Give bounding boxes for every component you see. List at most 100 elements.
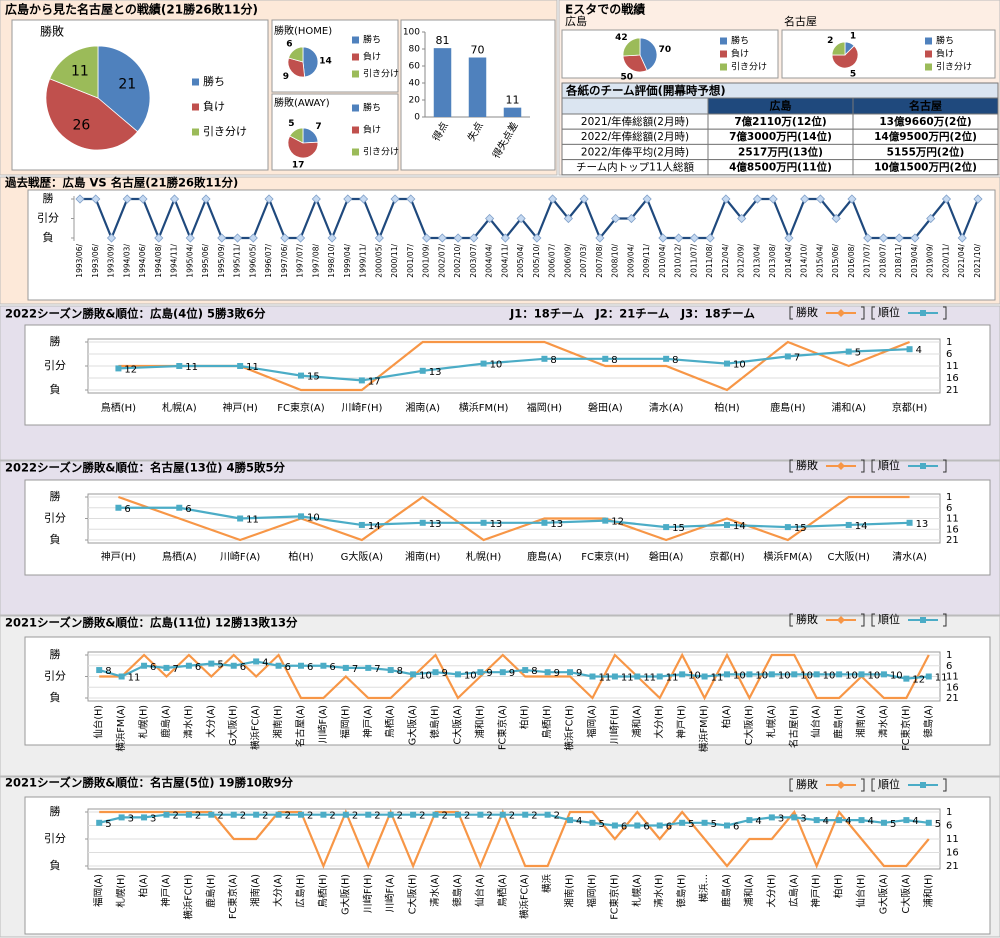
- x-tick-label: 2021/04/: [957, 244, 966, 278]
- data-label: 5: [598, 819, 604, 830]
- x-tick-label: 川崎F(H): [608, 705, 620, 744]
- table-cell-text: 5155万円(2位): [887, 145, 965, 158]
- marker: [925, 819, 932, 826]
- legend-swatch: [192, 128, 199, 136]
- table-cell-text: 2022/年俸総額(2月時): [581, 130, 689, 143]
- marker: [544, 669, 551, 676]
- marker: [410, 811, 417, 818]
- x-tick-label: 川崎F(A): [384, 874, 396, 912]
- x-tick-label: 川崎F(A): [317, 705, 329, 743]
- legend-bracket: [789, 459, 793, 473]
- marker: [858, 671, 865, 678]
- data-label: 14: [855, 521, 868, 532]
- data-label: 11: [666, 673, 679, 684]
- x-tick-label: 2013/08/: [768, 244, 777, 278]
- x-tick-label: 横浜FM(H): [459, 401, 509, 414]
- marker: [96, 819, 103, 826]
- legend-bracket: [861, 459, 865, 473]
- data-label: 10: [755, 670, 768, 681]
- marker: [906, 519, 913, 526]
- marker: [185, 233, 195, 243]
- x-tick-label: 2000/11/: [390, 244, 399, 278]
- y2-tick-label: 11: [946, 514, 959, 525]
- x-tick-label: 福岡(A): [586, 705, 598, 738]
- x-tick-label: FC東京(A): [227, 874, 239, 919]
- x-tick-label: 清水(H): [653, 874, 665, 908]
- marker: [910, 233, 920, 243]
- x-tick-label: FC東京(H): [608, 874, 620, 920]
- marker: [602, 355, 609, 362]
- y2-tick-label: 1: [946, 650, 952, 661]
- x-tick-label: 2009/04/: [626, 244, 635, 278]
- marker: [522, 811, 529, 818]
- x-tick-label: 仙台(H): [855, 874, 867, 908]
- x-tick-label: 大分(A): [205, 705, 217, 738]
- x-tick-label: 湘南(A): [405, 401, 440, 414]
- x-tick-label: 浦和(A): [831, 401, 866, 414]
- data-label: 13: [490, 519, 503, 530]
- x-tick-label: 札幌(A): [162, 401, 197, 414]
- x-tick-label: 神戸(A): [160, 874, 172, 907]
- bar: [503, 107, 522, 117]
- data-label: 11: [185, 362, 198, 373]
- x-tick-label: 2001/07/: [406, 244, 415, 278]
- data-label: 13: [550, 519, 563, 530]
- data-label: 6: [329, 662, 335, 673]
- x-tick-label: 横浜FM(A): [763, 550, 812, 563]
- marker: [724, 521, 730, 528]
- marker: [663, 355, 670, 362]
- legend-label: 引き分け: [363, 69, 399, 80]
- marker: [595, 233, 605, 243]
- marker: [878, 233, 889, 243]
- x-tick-label: 1994/08/: [154, 244, 163, 278]
- marker: [500, 233, 510, 243]
- legend-marker: [920, 310, 926, 316]
- data-label: 11: [621, 673, 634, 684]
- x-tick-label: 神戸(A): [362, 705, 374, 738]
- data-label: 8: [105, 666, 111, 677]
- marker: [185, 662, 192, 669]
- marker: [437, 233, 447, 243]
- legend-label: 順位: [878, 458, 900, 472]
- marker: [217, 233, 227, 243]
- data-label: 8: [672, 355, 678, 366]
- x-tick-label: 仙台(H): [93, 705, 105, 739]
- data-label: 2: [442, 811, 448, 822]
- x-tick-label: 鹿島(A): [527, 550, 562, 563]
- pie-slice: [49, 45, 99, 99]
- data-label: 14: [733, 521, 746, 532]
- legend-swatch: [925, 63, 932, 71]
- legend-bracket: [861, 306, 865, 320]
- legend-swatch: [925, 50, 932, 58]
- data-label: 11: [935, 673, 948, 684]
- data-label: 4: [916, 345, 922, 356]
- marker: [118, 673, 125, 680]
- x-tick-label: 広島(H): [295, 874, 307, 908]
- x-tick-label: 1999/04/: [343, 244, 352, 278]
- x-tick-label: 2004/04/: [485, 244, 494, 278]
- marker: [642, 194, 652, 204]
- x-tick-label: G大阪(H): [227, 705, 239, 746]
- legend-label: 勝敗: [796, 458, 818, 472]
- data-label: 13: [429, 519, 442, 530]
- marker: [791, 671, 798, 678]
- x-tick-label: 札幌(A): [765, 705, 777, 738]
- marker: [499, 811, 506, 818]
- data-label: 2: [329, 811, 335, 822]
- marker: [96, 667, 103, 674]
- data-label: 2: [419, 811, 425, 822]
- x-tick-label: 札幌(H): [115, 874, 127, 908]
- marker: [845, 348, 852, 355]
- data-label: 8: [397, 666, 403, 677]
- x-tick-label: 鹿島(A): [721, 874, 733, 907]
- marker: [232, 233, 243, 243]
- legend-label: 勝ち: [731, 35, 749, 47]
- bar-label: 81: [436, 34, 450, 47]
- legend-label: 勝ち: [363, 102, 381, 114]
- data-label: 6: [240, 662, 246, 673]
- data-label: 5: [855, 348, 861, 359]
- x-tick-label: 2015/06/: [831, 244, 840, 278]
- x-tick-label: 2007/08/: [595, 244, 604, 278]
- marker: [880, 671, 887, 678]
- x-tick-label: 柏(A): [138, 874, 150, 897]
